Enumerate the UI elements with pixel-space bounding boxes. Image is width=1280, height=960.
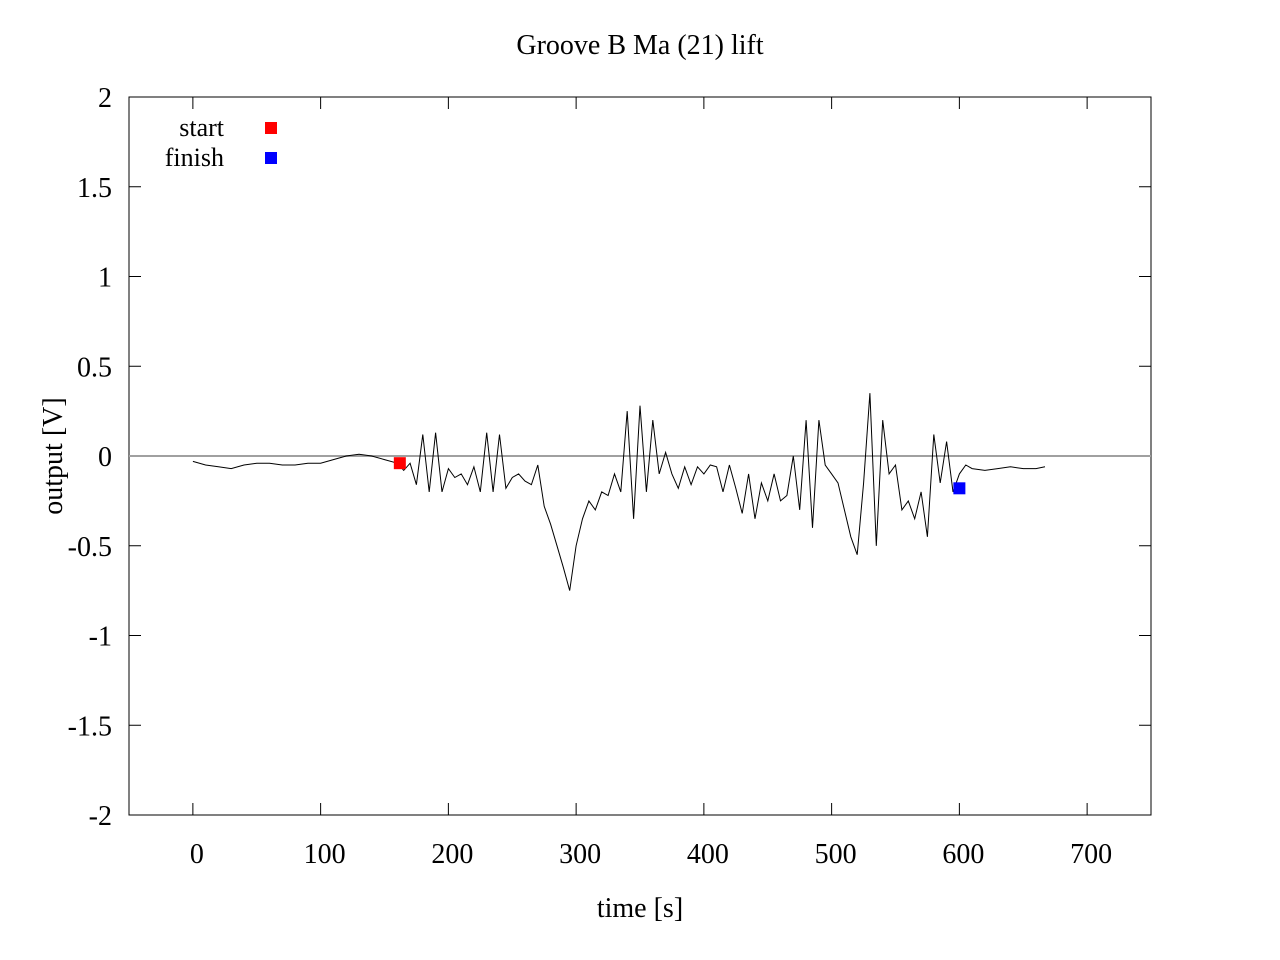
legend-label-finish: finish bbox=[165, 143, 224, 172]
x-tick-label: 0 bbox=[190, 839, 204, 870]
x-tick-label: 500 bbox=[815, 839, 857, 870]
finish-marker bbox=[953, 482, 966, 495]
markers bbox=[393, 457, 966, 495]
y-tick-label: -1 bbox=[89, 622, 112, 653]
x-tick-label: 400 bbox=[687, 839, 729, 870]
x-tick-label: 100 bbox=[304, 839, 346, 870]
y-tick-label: 0.5 bbox=[77, 352, 112, 383]
series-line bbox=[192, 393, 1046, 591]
legend-label-start: start bbox=[179, 113, 225, 142]
y-tick-label: -1.5 bbox=[68, 711, 112, 742]
y-tick-label: 1.5 bbox=[77, 173, 112, 204]
x-tick-label: 200 bbox=[431, 839, 473, 870]
x-tick-labels: 0 100 200 300 400 500 600 700 bbox=[190, 839, 1112, 870]
y-tick-label: 0 bbox=[98, 442, 112, 473]
start-marker bbox=[393, 457, 406, 470]
x-tick-label: 600 bbox=[942, 839, 984, 870]
x-axis-label: time [s] bbox=[597, 893, 683, 924]
y-axis-label: output [V] bbox=[38, 397, 69, 514]
axis-ticks bbox=[129, 96, 1151, 816]
y-tick-label: -0.5 bbox=[68, 532, 112, 563]
y-tick-label: -2 bbox=[89, 801, 112, 832]
legend-swatch-finish bbox=[265, 152, 277, 164]
legend-swatch-start bbox=[265, 122, 277, 134]
y-tick-labels: 2 1.5 1 0.5 0 -0.5 -1 -1.5 -2 bbox=[68, 83, 112, 832]
y-tick-label: 2 bbox=[98, 83, 112, 114]
x-tick-label: 300 bbox=[559, 839, 601, 870]
x-tick-label: 700 bbox=[1070, 839, 1112, 870]
y-tick-label: 1 bbox=[98, 263, 112, 294]
chart-title: Groove B Ma (21) lift bbox=[516, 30, 764, 61]
